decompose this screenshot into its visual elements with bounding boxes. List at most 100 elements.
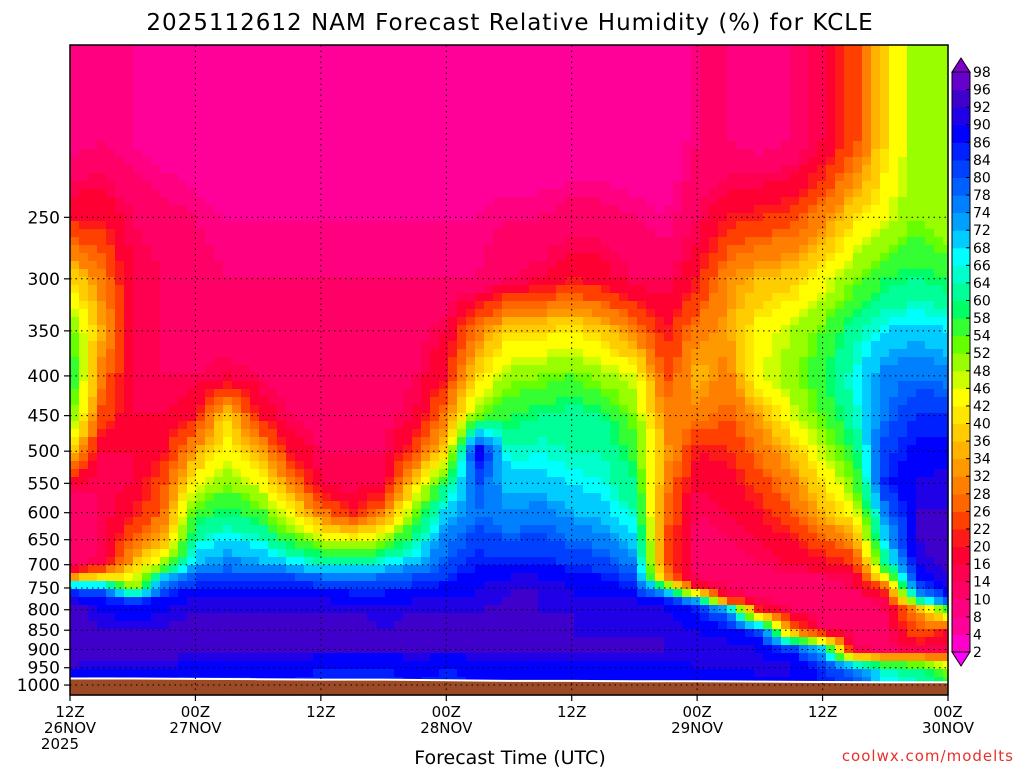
rh-field-cell	[547, 189, 557, 198]
rh-field-cell	[547, 661, 557, 670]
rh-field-cell	[196, 237, 206, 246]
rh-field-cell	[97, 237, 107, 246]
rh-field-cell	[511, 349, 521, 358]
rh-field-cell	[583, 69, 593, 78]
rh-field-cell	[340, 381, 350, 390]
rh-field-cell	[421, 205, 431, 214]
rh-field-cell	[358, 573, 368, 582]
rh-field-cell	[232, 597, 242, 606]
rh-field-cell	[547, 309, 557, 318]
rh-field-cell	[142, 517, 152, 526]
rh-field-cell	[214, 453, 224, 462]
rh-field-cell	[70, 173, 80, 182]
rh-field-cell	[493, 197, 503, 206]
rh-field-cell	[538, 53, 548, 62]
rh-field-cell	[331, 269, 341, 278]
rh-field-cell	[250, 541, 260, 550]
rh-field-cell	[322, 661, 332, 670]
rh-field-cell	[322, 613, 332, 622]
rh-field-cell	[421, 509, 431, 518]
rh-field-cell	[583, 573, 593, 582]
rh-field-cell	[592, 237, 602, 246]
rh-field-cell	[322, 69, 332, 78]
rh-field-cell	[529, 653, 539, 662]
rh-field-cell	[331, 181, 341, 190]
rh-field-cell	[322, 413, 332, 422]
rh-field-cell	[367, 253, 377, 262]
rh-field-cell	[268, 269, 278, 278]
rh-field-cell	[556, 237, 566, 246]
rh-field-cell	[286, 205, 296, 214]
rh-field-cell	[160, 413, 170, 422]
rh-field-cell	[205, 277, 215, 286]
rh-field-cell	[484, 309, 494, 318]
rh-field-cell	[259, 477, 269, 486]
rh-field-cell	[367, 373, 377, 382]
rh-field-cell	[538, 213, 548, 222]
rh-field-cell	[574, 661, 584, 670]
rh-field-cell	[142, 573, 152, 582]
rh-field-cell	[358, 253, 368, 262]
rh-field-cell	[520, 445, 530, 454]
rh-field-cell	[475, 477, 485, 486]
rh-field-cell	[394, 229, 404, 238]
rh-field-cell	[277, 213, 287, 222]
rh-field-cell	[610, 365, 620, 374]
rh-field-cell	[610, 629, 620, 638]
rh-field-cell	[124, 645, 134, 654]
rh-field-cell	[448, 101, 458, 110]
rh-field-cell	[376, 317, 386, 326]
rh-field-cell	[214, 493, 224, 502]
rh-field-cell	[133, 621, 143, 630]
rh-field-cell	[304, 397, 314, 406]
rh-field-cell	[565, 621, 575, 630]
rh-field-cell	[601, 293, 611, 302]
rh-field-cell	[205, 581, 215, 590]
rh-field-cell	[151, 309, 161, 318]
rh-field-cell	[106, 341, 116, 350]
rh-field-cell	[502, 405, 512, 414]
rh-field-cell	[574, 373, 584, 382]
rh-field-cell	[124, 477, 134, 486]
rh-field-cell	[457, 309, 467, 318]
rh-field-cell	[286, 229, 296, 238]
rh-field-cell	[484, 565, 494, 574]
rh-field-cell	[556, 181, 566, 190]
rh-field-cell	[376, 565, 386, 574]
rh-field-cell	[565, 413, 575, 422]
rh-field-cell	[340, 629, 350, 638]
rh-field-cell	[295, 109, 305, 118]
rh-field-cell	[493, 589, 503, 598]
rh-field-cell	[322, 125, 332, 134]
rh-field-cell	[403, 181, 413, 190]
rh-field-cell	[430, 389, 440, 398]
rh-field-cell	[268, 301, 278, 310]
rh-field-cell	[466, 277, 476, 286]
rh-field-cell	[331, 629, 341, 638]
rh-field-cell	[601, 141, 611, 150]
rh-field-cell	[133, 629, 143, 638]
rh-field-cell	[223, 77, 233, 86]
rh-field-cell	[349, 373, 359, 382]
rh-field-cell	[214, 477, 224, 486]
rh-field-cell	[385, 581, 395, 590]
rh-field-cell	[295, 117, 305, 126]
rh-field-cell	[475, 229, 485, 238]
rh-field-cell	[565, 125, 575, 134]
rh-field-cell	[70, 445, 80, 454]
rh-field-cell	[538, 221, 548, 230]
rh-field-cell	[448, 261, 458, 270]
rh-field-cell	[322, 149, 332, 158]
rh-field-cell	[430, 301, 440, 310]
rh-field-cell	[295, 77, 305, 86]
rh-field-cell	[286, 389, 296, 398]
rh-field-cell	[340, 517, 350, 526]
rh-field-cell	[322, 165, 332, 174]
rh-field-cell	[448, 461, 458, 470]
rh-field-cell	[223, 429, 233, 438]
rh-field-cell	[151, 597, 161, 606]
rh-field-cell	[421, 549, 431, 558]
rh-field-cell	[610, 541, 620, 550]
rh-field-cell	[250, 389, 260, 398]
rh-field-cell	[403, 93, 413, 102]
